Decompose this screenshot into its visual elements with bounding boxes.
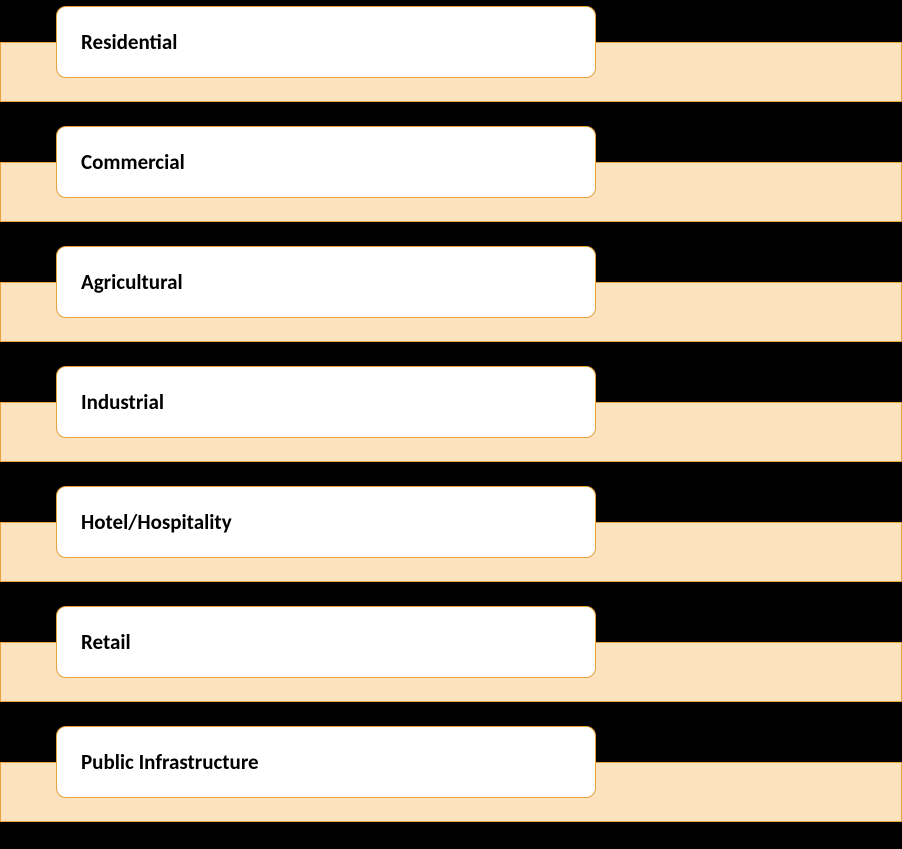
list-item-label: Public Infrastructure (81, 749, 259, 775)
list-item-label: Residential (81, 29, 177, 55)
list-item-label: Agricultural (81, 269, 183, 295)
list-item: Public Infrastructure (56, 726, 596, 798)
list-item-label: Retail (81, 629, 131, 655)
list-item: Residential (56, 6, 596, 78)
diagram-canvas: Residential Commercial Agricultural Industr… (0, 0, 902, 849)
list-item: Commercial (56, 126, 596, 198)
list-item: Industrial (56, 366, 596, 438)
list-item-label: Commercial (81, 149, 185, 175)
list-item: Retail (56, 606, 596, 678)
list-item-label: Hotel/Hospitality (81, 509, 232, 535)
list-item: Hotel/Hospitality (56, 486, 596, 558)
list-item-label: Industrial (81, 389, 164, 415)
list-item: Agricultural (56, 246, 596, 318)
